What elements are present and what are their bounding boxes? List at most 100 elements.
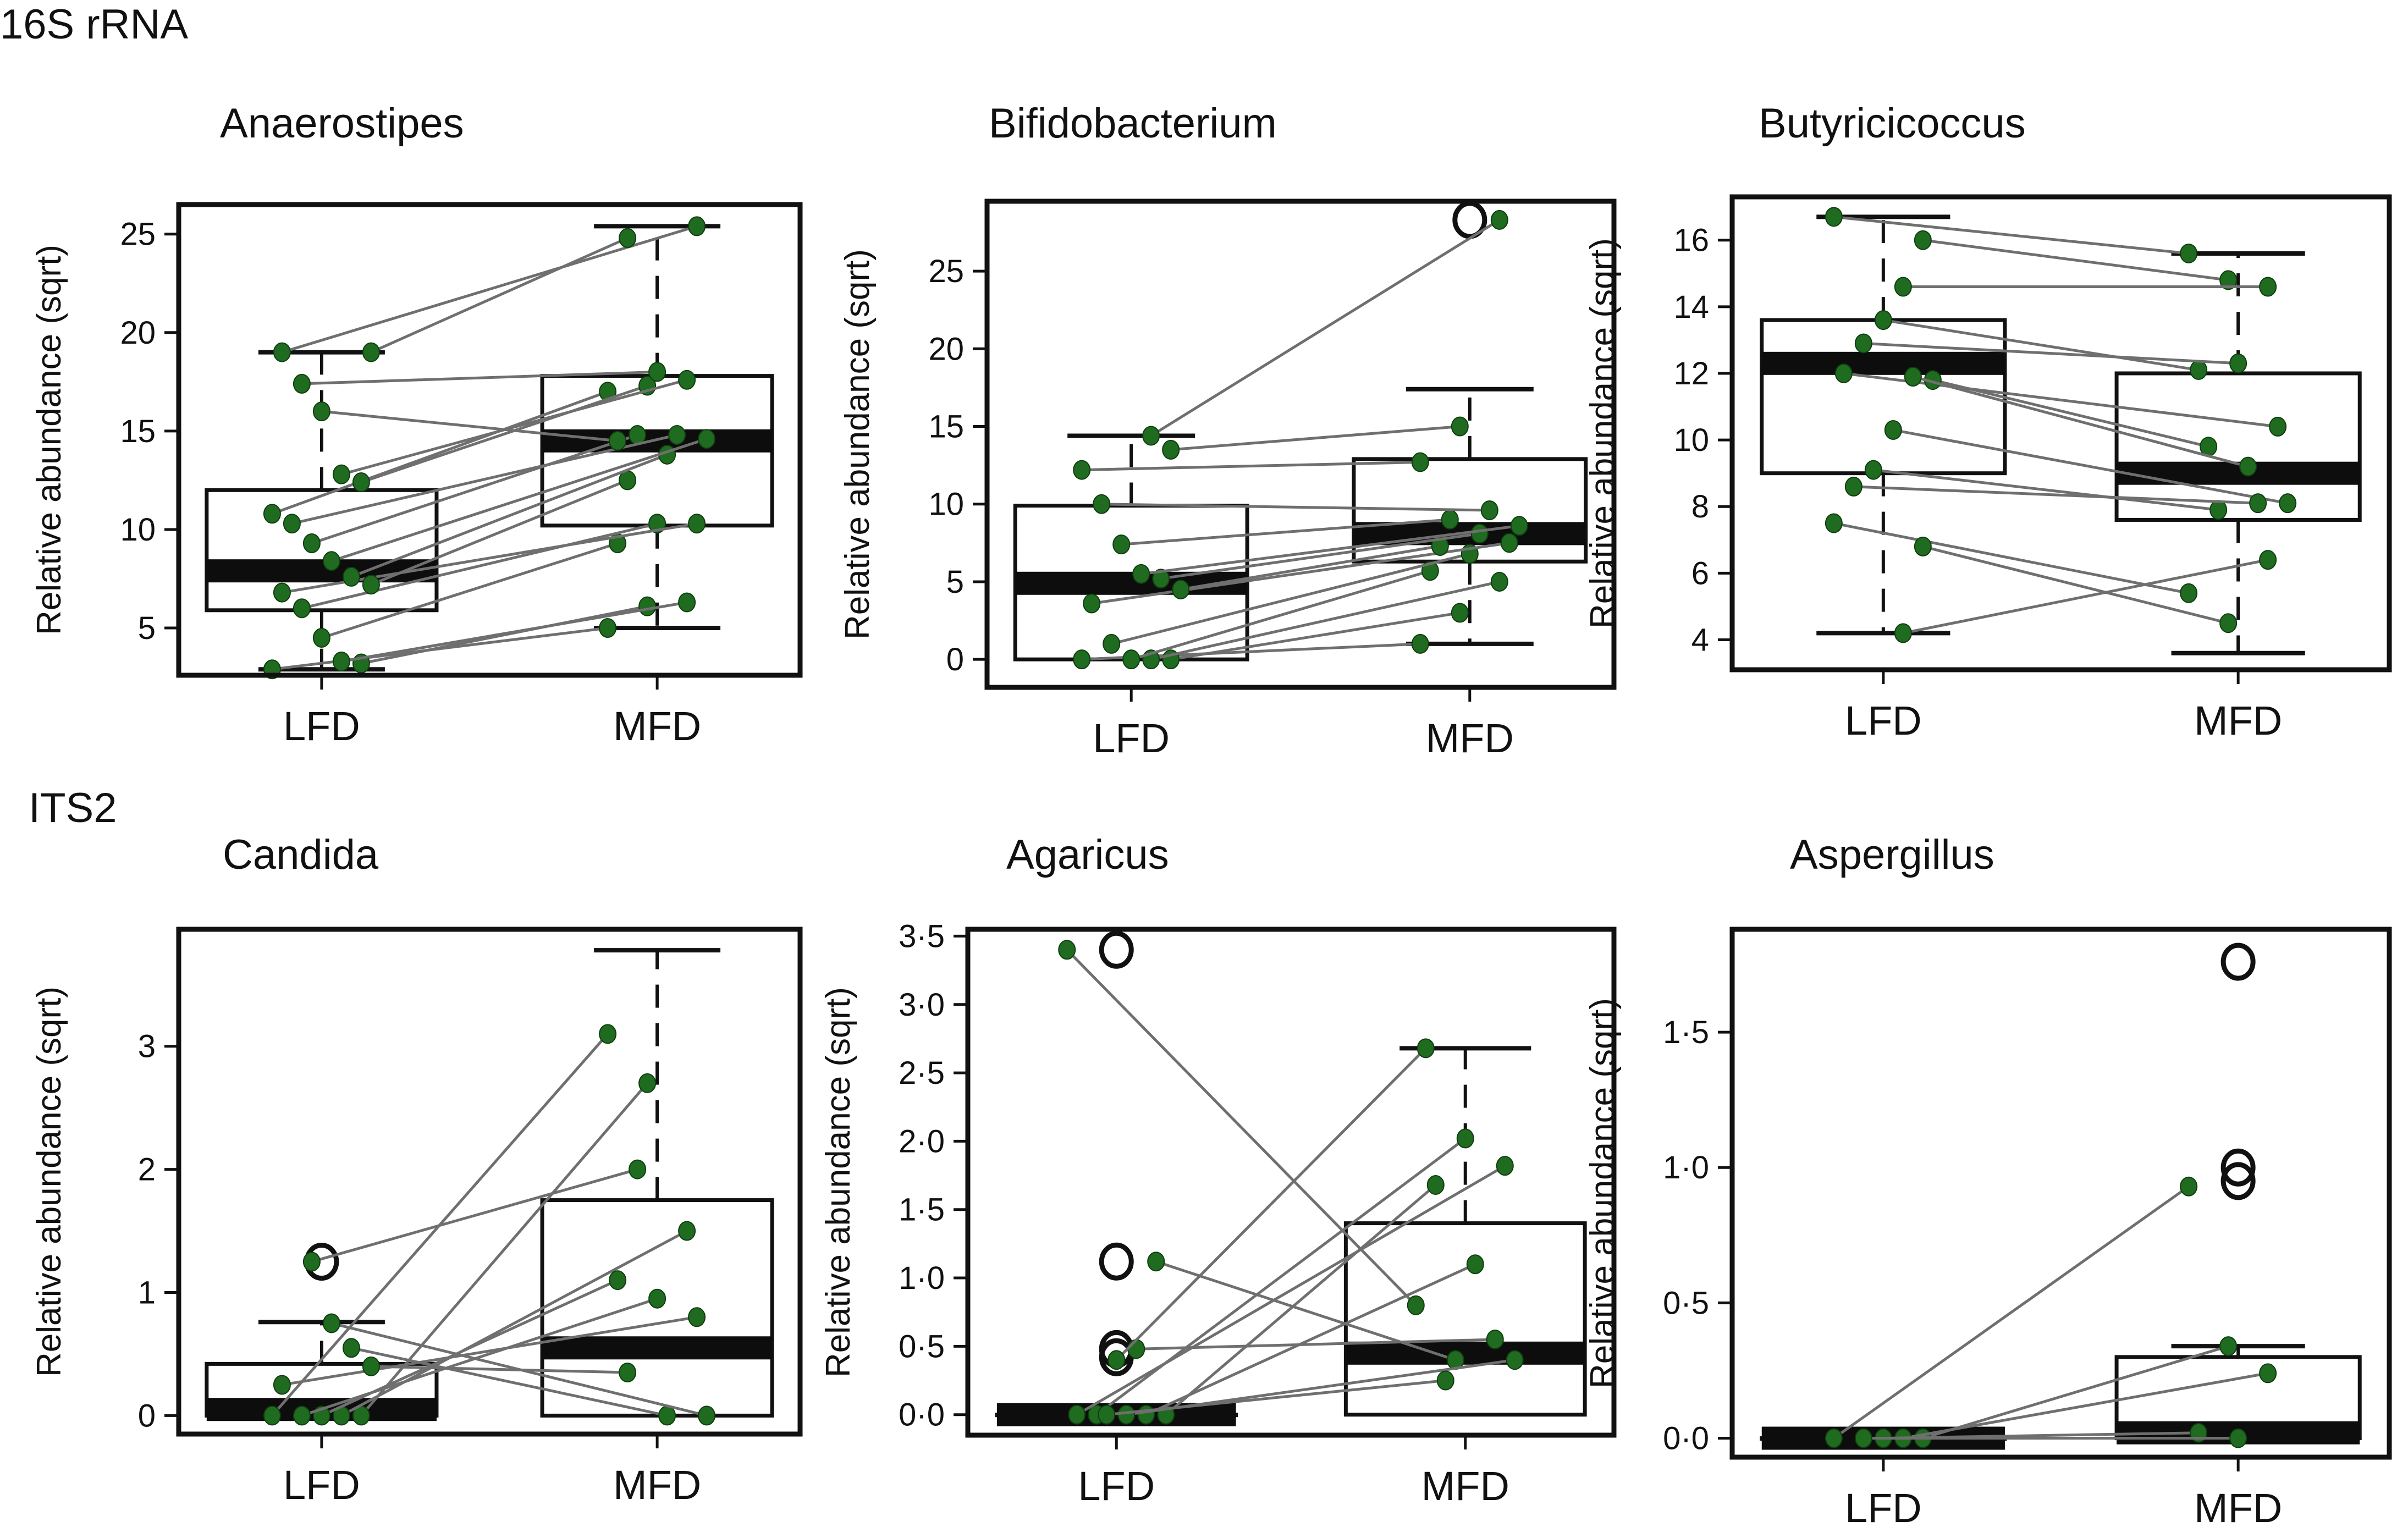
data-point xyxy=(648,1288,666,1309)
paired-line xyxy=(1922,239,2229,282)
data-point xyxy=(2190,360,2208,380)
data-point xyxy=(1093,494,1111,514)
data-point xyxy=(1854,1428,1872,1448)
data-point xyxy=(2209,500,2228,520)
data-point xyxy=(688,514,706,534)
data-point xyxy=(1073,649,1091,670)
data-point xyxy=(1466,1254,1484,1275)
data-point xyxy=(1825,513,1843,533)
paired-line xyxy=(1136,1338,1495,1350)
paired-line xyxy=(361,384,648,484)
paired-line xyxy=(1106,1379,1446,1416)
paired-line xyxy=(321,410,618,443)
data-point xyxy=(2279,493,2297,514)
y-tick-label: 1 xyxy=(138,1275,156,1311)
median-bar xyxy=(1346,1341,1585,1365)
box xyxy=(2114,371,2362,522)
data-point xyxy=(2259,277,2277,297)
y-axis-label: Relative abundance (sqrt) xyxy=(819,987,857,1377)
data-point xyxy=(293,1405,311,1426)
data-point xyxy=(273,342,291,362)
paired-line xyxy=(1145,1263,1476,1416)
data-point xyxy=(1914,230,1932,250)
paired-line xyxy=(370,236,629,354)
data-point xyxy=(1152,569,1170,589)
paired-line xyxy=(1076,1165,1506,1416)
y-tick-label: 12 xyxy=(1673,356,1709,392)
data-point xyxy=(658,1405,676,1426)
chart-panel: Butyricicoccus Relative abundance (sqrt) 4… xyxy=(1584,100,2392,743)
data-point xyxy=(1127,1339,1145,1359)
data-point xyxy=(629,1159,647,1179)
paired-line xyxy=(301,1297,658,1417)
data-point xyxy=(2259,1363,2277,1383)
paired-line xyxy=(371,1365,628,1374)
data-point xyxy=(1470,523,1489,544)
paired-line xyxy=(331,1322,707,1417)
y-tick-label: 6 xyxy=(1691,555,1709,591)
x-tick-label: LFD xyxy=(283,1462,360,1508)
paired-line xyxy=(1873,468,2219,511)
data-point xyxy=(1486,1329,1504,1349)
plot-frame xyxy=(176,927,803,1437)
data-point xyxy=(1073,460,1091,480)
plot-frame xyxy=(176,202,803,678)
data-point xyxy=(1107,1350,1126,1370)
paired-line xyxy=(291,433,677,525)
y-axis-label: Relative abundance (sqrt) xyxy=(1584,238,1622,629)
data-point xyxy=(599,618,617,638)
data-point xyxy=(362,342,380,362)
plot-frame xyxy=(1729,194,2392,672)
data-point xyxy=(1825,1428,1843,1448)
median-bar xyxy=(206,559,437,583)
data-point xyxy=(2219,1336,2238,1357)
y-tick-label: 2·0 xyxy=(899,1123,945,1159)
outlier-point xyxy=(1099,930,1134,969)
data-point xyxy=(273,1375,291,1395)
data-point xyxy=(1058,940,1076,960)
paired-line xyxy=(331,437,707,563)
data-point xyxy=(2259,550,2277,570)
x-tick-label: LFD xyxy=(1845,698,1922,743)
data-point xyxy=(678,370,696,390)
data-point xyxy=(312,627,330,648)
paired-line xyxy=(1155,1260,1456,1361)
paired-line xyxy=(1883,318,2199,372)
data-point xyxy=(638,596,657,616)
x-tick-label: MFD xyxy=(2194,1485,2282,1527)
data-point xyxy=(1490,571,1508,592)
y-tick-label: 1·5 xyxy=(899,1192,945,1228)
y-axis-label: Relative abundance (sqrt) xyxy=(30,245,68,635)
data-point xyxy=(1122,649,1140,670)
data-point xyxy=(1421,561,1439,581)
x-tick-label: LFD xyxy=(1078,1463,1155,1509)
box xyxy=(205,488,439,613)
data-point xyxy=(322,551,340,571)
data-point xyxy=(1451,416,1469,437)
paired-line xyxy=(1932,378,2209,448)
paired-line xyxy=(321,542,618,640)
paired-line xyxy=(1853,485,2258,505)
x-tick-label: LFD xyxy=(1093,715,1170,761)
data-point xyxy=(293,598,311,619)
data-point xyxy=(1825,207,1843,227)
paired-line xyxy=(1115,1047,1427,1361)
outlier-point xyxy=(2220,1162,2256,1200)
y-tick-label: 3 xyxy=(138,1029,156,1065)
chart-title: Bifidobacterium xyxy=(989,100,1277,147)
data-point xyxy=(609,431,627,451)
y-tick-label: 0·0 xyxy=(899,1397,945,1433)
paired-line xyxy=(1150,580,1500,661)
paired-line xyxy=(1893,428,2288,505)
data-point xyxy=(2219,613,2238,633)
data-point xyxy=(1854,333,1872,354)
paired-line xyxy=(370,479,629,586)
y-tick-label: 0·5 xyxy=(899,1328,945,1364)
x-tick-label: MFD xyxy=(613,1462,701,1508)
data-point xyxy=(352,472,370,493)
y-tick-label: 16 xyxy=(1673,223,1709,258)
paired-line xyxy=(282,1315,697,1386)
data-point xyxy=(1834,363,1853,383)
paired-line xyxy=(301,370,658,385)
y-tick-label: 14 xyxy=(1673,289,1709,325)
